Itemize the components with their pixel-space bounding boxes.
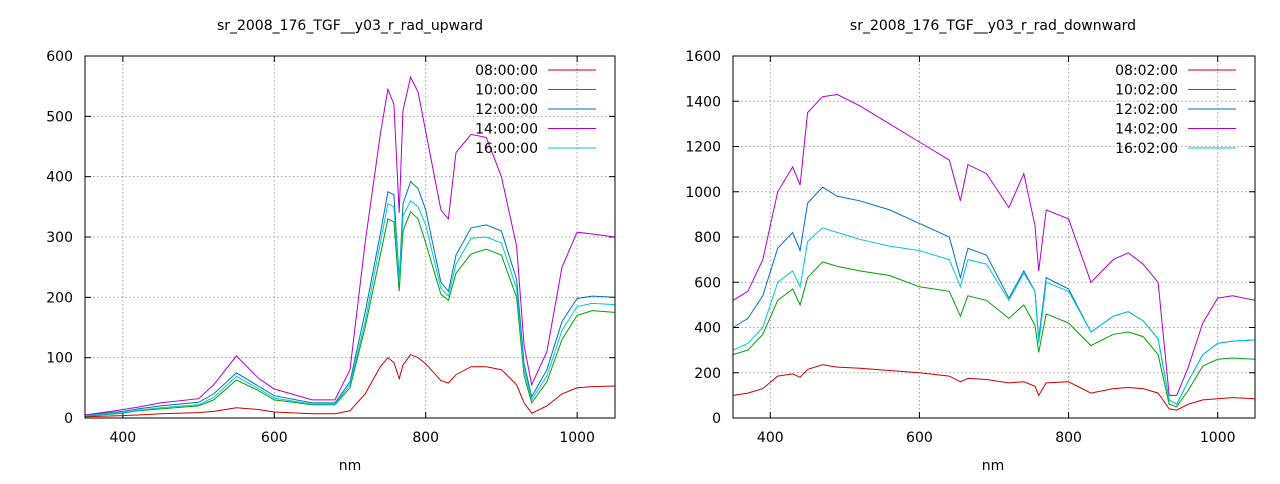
upward-chart-xlabel: nm	[339, 458, 362, 474]
upward-legend-label: 12:00:00	[475, 102, 538, 118]
downward-legend-label: 16:02:00	[1115, 141, 1178, 157]
downward-chart-xlabel: nm	[982, 458, 1005, 474]
upward-xtick-label: 600	[261, 430, 288, 446]
upward-series-line-140000	[84, 75, 616, 416]
upward-series-lines	[84, 75, 616, 418]
downward-series-line-100200	[732, 261, 1256, 408]
upward-ytick-label: 600	[46, 49, 73, 65]
downward-xtick-label: 400	[757, 430, 784, 446]
downward-ytick-label: 1200	[685, 140, 721, 156]
downward-plot-frame	[732, 55, 1256, 419]
downward-ytick-label: 1400	[685, 94, 721, 110]
upward-legend-label: 08:00:00	[475, 63, 538, 79]
upward-ytick-label: 200	[46, 290, 73, 306]
downward-ytick-label: 600	[694, 275, 721, 291]
downward-ytick-label: 1600	[685, 49, 721, 65]
downward-axis-ticks: 0 200 400 600 800 1000 1200 1400 1600 400 600 800 10…	[685, 49, 1255, 446]
downward-series-line-120200	[732, 186, 1256, 406]
upward-xtick-label: 1000	[559, 430, 595, 446]
downward-series-line-140200	[732, 93, 1256, 396]
downward-ytick-label: 400	[694, 321, 721, 337]
upward-ytick-label: 0	[64, 411, 73, 427]
downward-legend-label: 10:02:00	[1115, 83, 1178, 99]
downward-ytick-label: 0	[712, 411, 721, 427]
downward-chart-panel: sr_2008_176_TGF__y03_r_rad_downward nm 0…	[685, 18, 1256, 474]
upward-ytick-label: 500	[46, 109, 73, 125]
upward-xtick-label: 400	[109, 430, 136, 446]
downward-legend-label: 12:02:00	[1115, 102, 1178, 118]
upward-series-line-160000	[84, 200, 616, 417]
downward-ytick-label: 1000	[685, 185, 721, 201]
upward-series-line-100000	[84, 210, 616, 417]
downward-chart-title: sr_2008_176_TGF__y03_r_rad_downward	[850, 18, 1136, 34]
upward-series-line-080000	[84, 353, 616, 418]
upward-xtick-label: 800	[412, 430, 439, 446]
upward-legend: 08:00:00 10:00:00 12:00:00 14:00:00 16:00:00	[475, 63, 596, 157]
upward-axis-ticks: 0 100 200 300 400 500 600 400 600 800 1000	[46, 49, 615, 446]
upward-legend-label: 14:00:00	[475, 122, 538, 138]
upward-ytick-label: 300	[46, 230, 73, 246]
upward-grid	[85, 56, 615, 418]
downward-series-lines	[732, 93, 1256, 411]
downward-ytick-label: 800	[694, 230, 721, 246]
downward-xtick-label: 800	[1055, 430, 1082, 446]
upward-plot-frame	[84, 55, 616, 419]
upward-chart-panel: sr_2008_176_TGF__y03_r_rad_upward nm 0 10…	[46, 18, 616, 474]
downward-grid	[733, 56, 1255, 418]
downward-series-line-080200	[732, 364, 1256, 411]
upward-legend-label: 16:00:00	[475, 141, 538, 157]
upward-ytick-label: 100	[46, 351, 73, 367]
upward-chart-title: sr_2008_176_TGF__y03_r_rad_upward	[217, 18, 483, 34]
downward-legend: 08:02:00 10:02:00 12:02:00 14:02:00 16:02:00	[1115, 63, 1236, 157]
upward-series-line-120000	[84, 180, 616, 416]
upward-legend-label: 10:00:00	[475, 83, 538, 99]
upward-ytick-label: 400	[46, 170, 73, 186]
downward-series-line-160200	[732, 227, 1256, 406]
downward-xtick-label: 600	[906, 430, 933, 446]
downward-legend-label: 14:02:00	[1115, 122, 1178, 138]
downward-xtick-label: 1000	[1200, 430, 1236, 446]
downward-ytick-label: 200	[694, 366, 721, 382]
downward-legend-label: 08:02:00	[1115, 63, 1178, 79]
